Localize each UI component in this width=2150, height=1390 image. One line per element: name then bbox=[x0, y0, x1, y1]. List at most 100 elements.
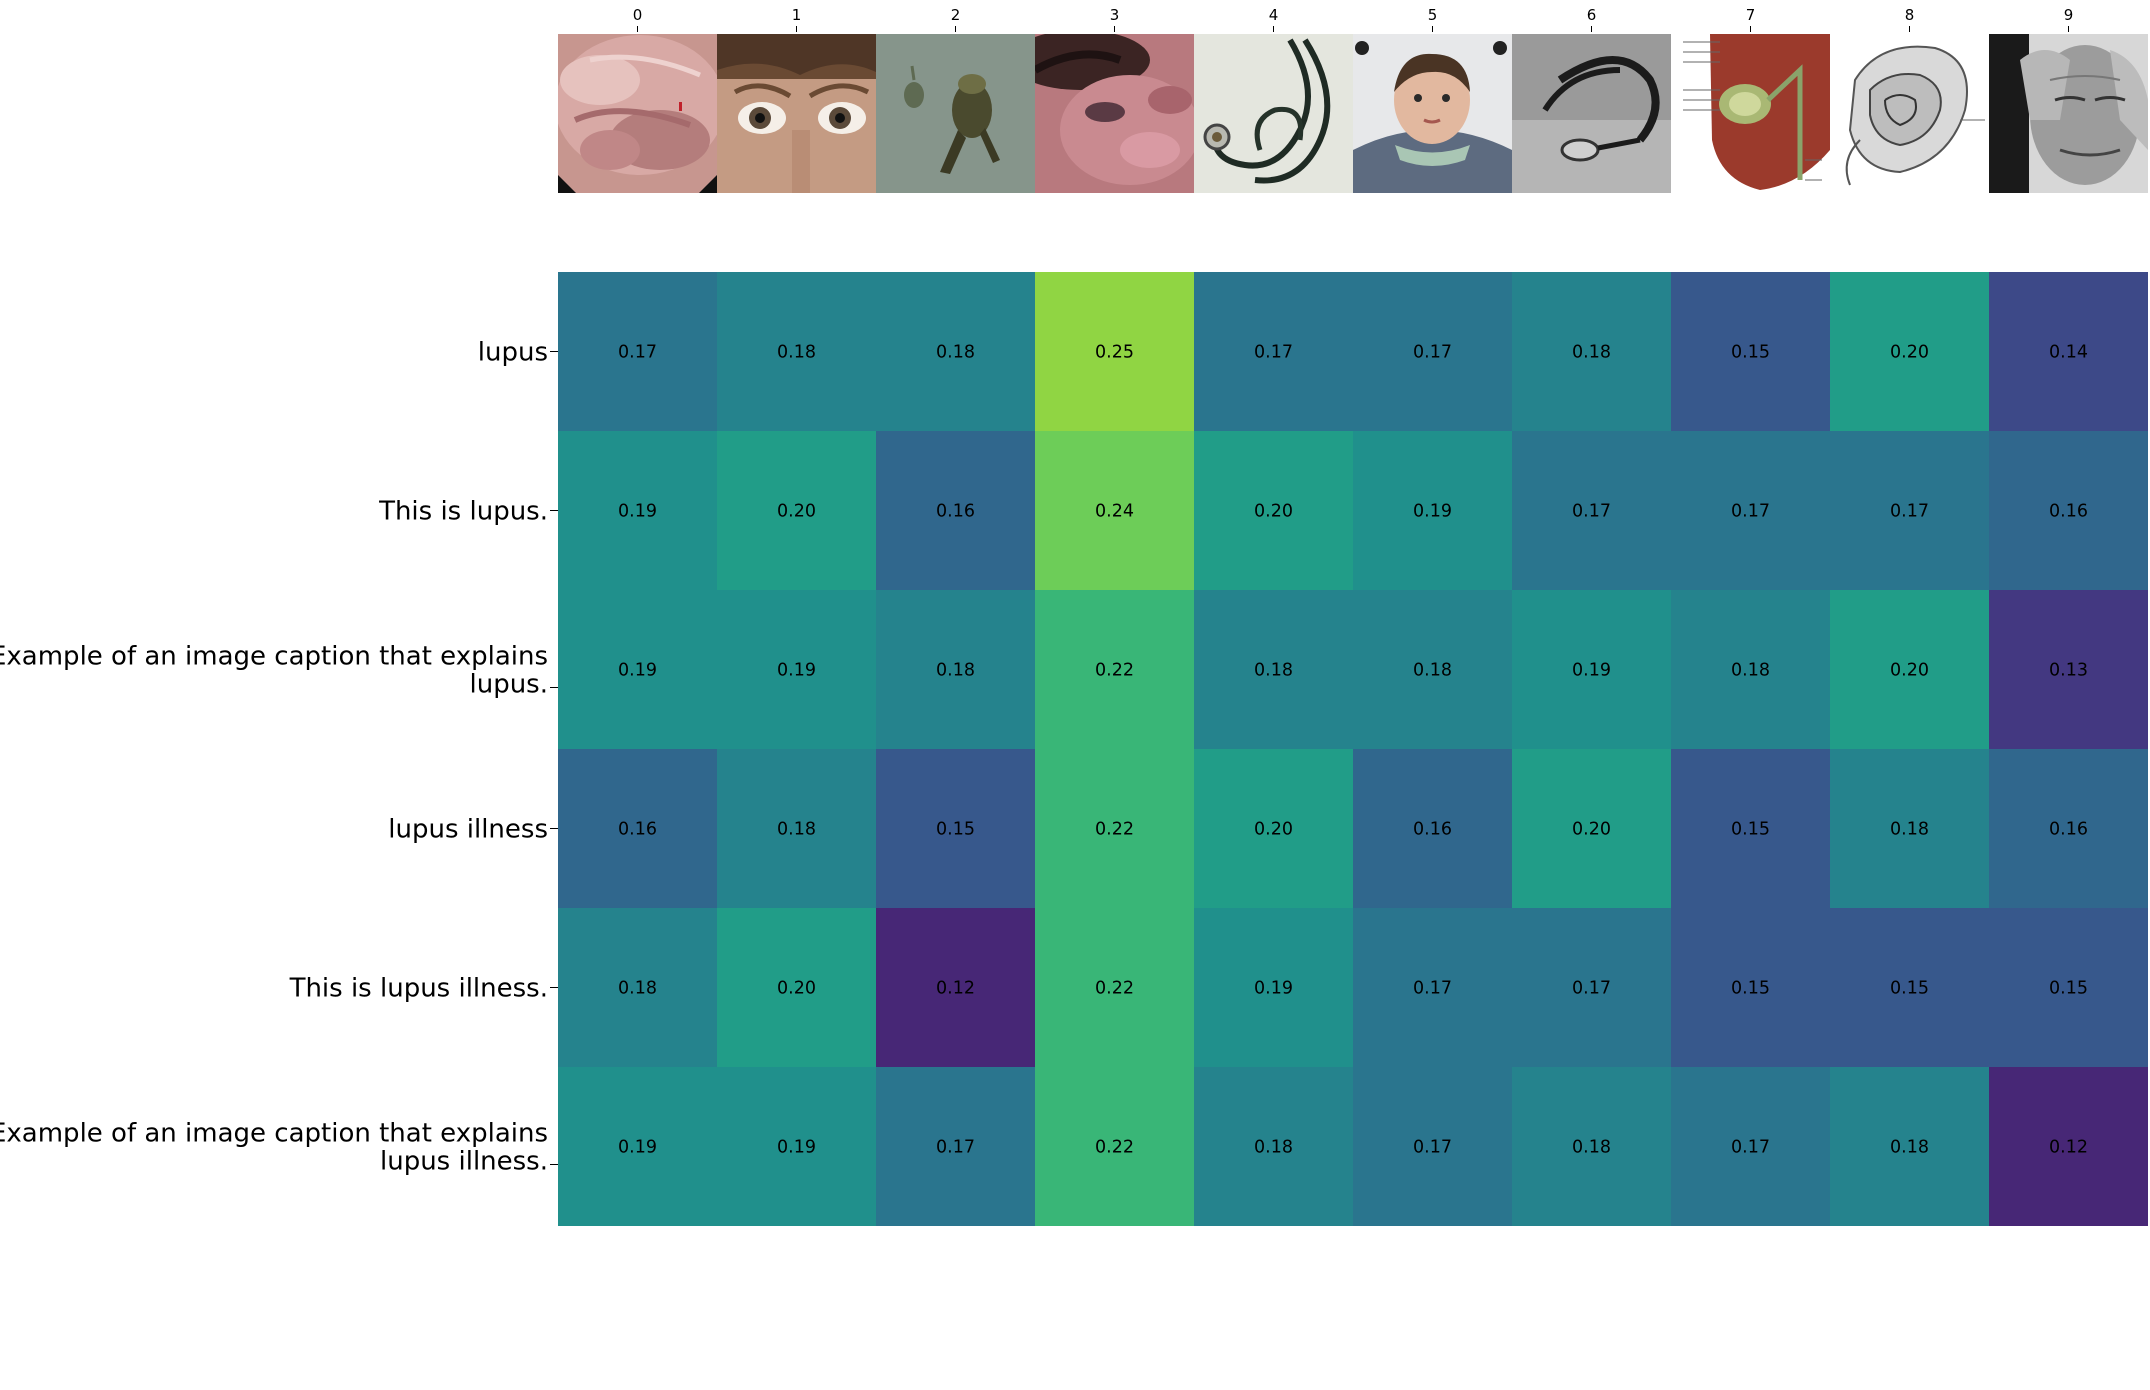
heatmap-cell bbox=[717, 431, 876, 590]
heatmap-cell bbox=[558, 431, 717, 590]
heatmap-cell-value: 0.15 bbox=[1731, 820, 1770, 840]
heatmap-cell bbox=[1512, 1067, 1671, 1226]
heatmap-cell-value: 0.18 bbox=[1413, 661, 1452, 681]
column-tick-label: 4 bbox=[1269, 6, 1279, 24]
heatmap-cell bbox=[1353, 590, 1512, 749]
thumbnail-7 bbox=[1671, 34, 1830, 193]
heatmap-cell bbox=[717, 1067, 876, 1226]
column-tick-label: 7 bbox=[1746, 6, 1756, 24]
thumbnail-4 bbox=[1194, 34, 1353, 193]
heatmap-cell bbox=[1989, 431, 2148, 590]
heatmap-cell bbox=[1194, 908, 1353, 1067]
column-tick-label: 9 bbox=[2064, 6, 2074, 24]
heatmap-cell bbox=[1035, 590, 1194, 749]
heatmap-cell-value: 0.19 bbox=[777, 1138, 816, 1158]
heatmap-cell bbox=[1194, 1067, 1353, 1226]
heatmap-cell-value: 0.12 bbox=[2049, 1138, 2088, 1158]
column-tick-label: 6 bbox=[1587, 6, 1597, 24]
heatmap-cell bbox=[1671, 431, 1830, 590]
heatmap-cell-value: 0.16 bbox=[618, 820, 657, 840]
heatmap-cell bbox=[1830, 431, 1989, 590]
heatmap-cell-value: 0.20 bbox=[1890, 343, 1929, 363]
heatmap-cell-value: 0.18 bbox=[777, 820, 816, 840]
heatmap-cell-value: 0.16 bbox=[2049, 820, 2088, 840]
heatmap-cell bbox=[558, 272, 717, 431]
heatmap-cell-value: 0.18 bbox=[1254, 661, 1293, 681]
heatmap-cell bbox=[1671, 590, 1830, 749]
thumbnail-1 bbox=[717, 34, 876, 193]
heatmap-cell-value: 0.15 bbox=[2049, 979, 2088, 999]
heatmap-cell-value: 0.17 bbox=[1572, 979, 1611, 999]
heatmap-cell bbox=[876, 908, 1035, 1067]
heatmap-cell bbox=[876, 749, 1035, 908]
heatmap-cell-value: 0.20 bbox=[1572, 820, 1611, 840]
heatmap-cell-value: 0.18 bbox=[936, 661, 975, 681]
heatmap-cell bbox=[1830, 749, 1989, 908]
heatmap-cell bbox=[1989, 1067, 2148, 1226]
heatmap-cell bbox=[1830, 1067, 1989, 1226]
heatmap-cell bbox=[1035, 749, 1194, 908]
heatmap-cell-value: 0.17 bbox=[1731, 1138, 1770, 1158]
heatmap-cell-value: 0.17 bbox=[1413, 979, 1452, 999]
heatmap-cell-value: 0.15 bbox=[1890, 979, 1929, 999]
thumbnail-6 bbox=[1512, 34, 1671, 193]
heatmap-cell-value: 0.16 bbox=[1413, 820, 1452, 840]
heatmap-cell-value: 0.12 bbox=[936, 979, 975, 999]
heatmap-cell bbox=[876, 1067, 1035, 1226]
heatmap-cell-value: 0.18 bbox=[1572, 343, 1611, 363]
heatmap-cell-value: 0.19 bbox=[1413, 502, 1452, 522]
heatmap-cell bbox=[1194, 431, 1353, 590]
heatmap-cell-value: 0.24 bbox=[1095, 502, 1134, 522]
heatmap-cell bbox=[558, 1067, 717, 1226]
heatmap-cell bbox=[717, 272, 876, 431]
heatmap-cell-value: 0.18 bbox=[618, 979, 657, 999]
thumbnail-8 bbox=[1830, 34, 1989, 193]
heatmap-cell bbox=[1512, 272, 1671, 431]
heatmap-cell-value: 0.18 bbox=[1254, 1138, 1293, 1158]
heatmap-cell-value: 0.19 bbox=[618, 502, 657, 522]
heatmap-cell-value: 0.15 bbox=[1731, 979, 1770, 999]
row-tick-label: lupus illness bbox=[388, 815, 548, 845]
heatmap-cell bbox=[558, 590, 717, 749]
heatmap-cell bbox=[1989, 908, 2148, 1067]
heatmap-cell-value: 0.20 bbox=[777, 502, 816, 522]
thumbnail-2 bbox=[876, 34, 1035, 193]
image-thumbnail-strip bbox=[558, 34, 2148, 193]
column-tick-label: 5 bbox=[1428, 6, 1438, 24]
row-tick-label: This is lupus. bbox=[378, 497, 548, 527]
heatmap-cell bbox=[876, 590, 1035, 749]
thumbnail-9 bbox=[1989, 34, 2148, 193]
heatmap-cell-value: 0.17 bbox=[1731, 502, 1770, 522]
heatmap-cell bbox=[1671, 1067, 1830, 1226]
heatmap-cell bbox=[1353, 431, 1512, 590]
heatmap-cell bbox=[717, 749, 876, 908]
heatmap-cell-value: 0.19 bbox=[618, 1138, 657, 1158]
heatmap-cell bbox=[1989, 272, 2148, 431]
heatmap-cell bbox=[1035, 1067, 1194, 1226]
heatmap-cell-value: 0.17 bbox=[618, 343, 657, 363]
heatmap-cell-value: 0.20 bbox=[1254, 820, 1293, 840]
thumbnail-3 bbox=[1035, 34, 1194, 193]
heatmap-cell bbox=[1512, 590, 1671, 749]
heatmap-cell-value: 0.18 bbox=[1731, 661, 1770, 681]
heatmap-cell-value: 0.17 bbox=[1572, 502, 1611, 522]
heatmap-cell bbox=[1035, 908, 1194, 1067]
heatmap-cell bbox=[717, 590, 876, 749]
heatmap-cell bbox=[1035, 272, 1194, 431]
heatmap-cell bbox=[1830, 272, 1989, 431]
heatmap-cell bbox=[876, 272, 1035, 431]
heatmap-cell bbox=[1353, 749, 1512, 908]
heatmap-cell bbox=[1512, 908, 1671, 1067]
heatmap-cell bbox=[1830, 590, 1989, 749]
heatmap-cell-value: 0.19 bbox=[777, 661, 816, 681]
row-tick-label: lupus bbox=[478, 338, 548, 368]
heatmap-cell bbox=[876, 431, 1035, 590]
heatmap-cell bbox=[717, 908, 876, 1067]
column-tick-label: 3 bbox=[1110, 6, 1120, 24]
row-tick-labels: lupus This is lupus. Example of an image c… bbox=[0, 338, 558, 1177]
row-tick-label: lupus illness. bbox=[380, 1147, 548, 1177]
row-tick-label: This is lupus illness. bbox=[289, 974, 548, 1004]
heatmap-cell-value: 0.18 bbox=[936, 343, 975, 363]
heatmap-cell bbox=[558, 908, 717, 1067]
